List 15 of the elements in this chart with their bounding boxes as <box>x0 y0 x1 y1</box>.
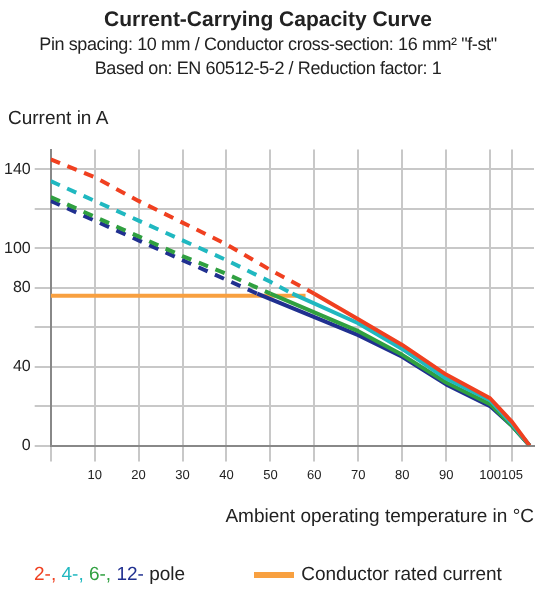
x-axis-title: Ambient operating temperature in °C <box>225 505 535 528</box>
y-axis-title: Current in A <box>8 108 111 134</box>
y-tick-label: 0 <box>21 436 32 455</box>
chart-subtitle: Pin spacing: 10 mm / Conductor cross-section: 16 mm² "f-st" Based on: EN 60512-5-2 / Reduction factor: 1 <box>37 32 499 80</box>
text: 4-, <box>61 564 84 586</box>
text: 12- <box>116 564 144 586</box>
legend-title: pole <box>147 564 186 586</box>
text: 6-, <box>88 564 112 586</box>
y-tick-label: 140 <box>3 159 32 178</box>
chart-title: Current-Carrying Capacity Curve <box>102 8 434 32</box>
legend-label: Conductor rated current <box>299 564 502 586</box>
y-tick-label: 100 <box>3 238 32 257</box>
y-tick-label: 80 <box>12 278 32 297</box>
y-tick-label: 40 <box>12 357 32 376</box>
text: 2-, <box>34 564 57 586</box>
